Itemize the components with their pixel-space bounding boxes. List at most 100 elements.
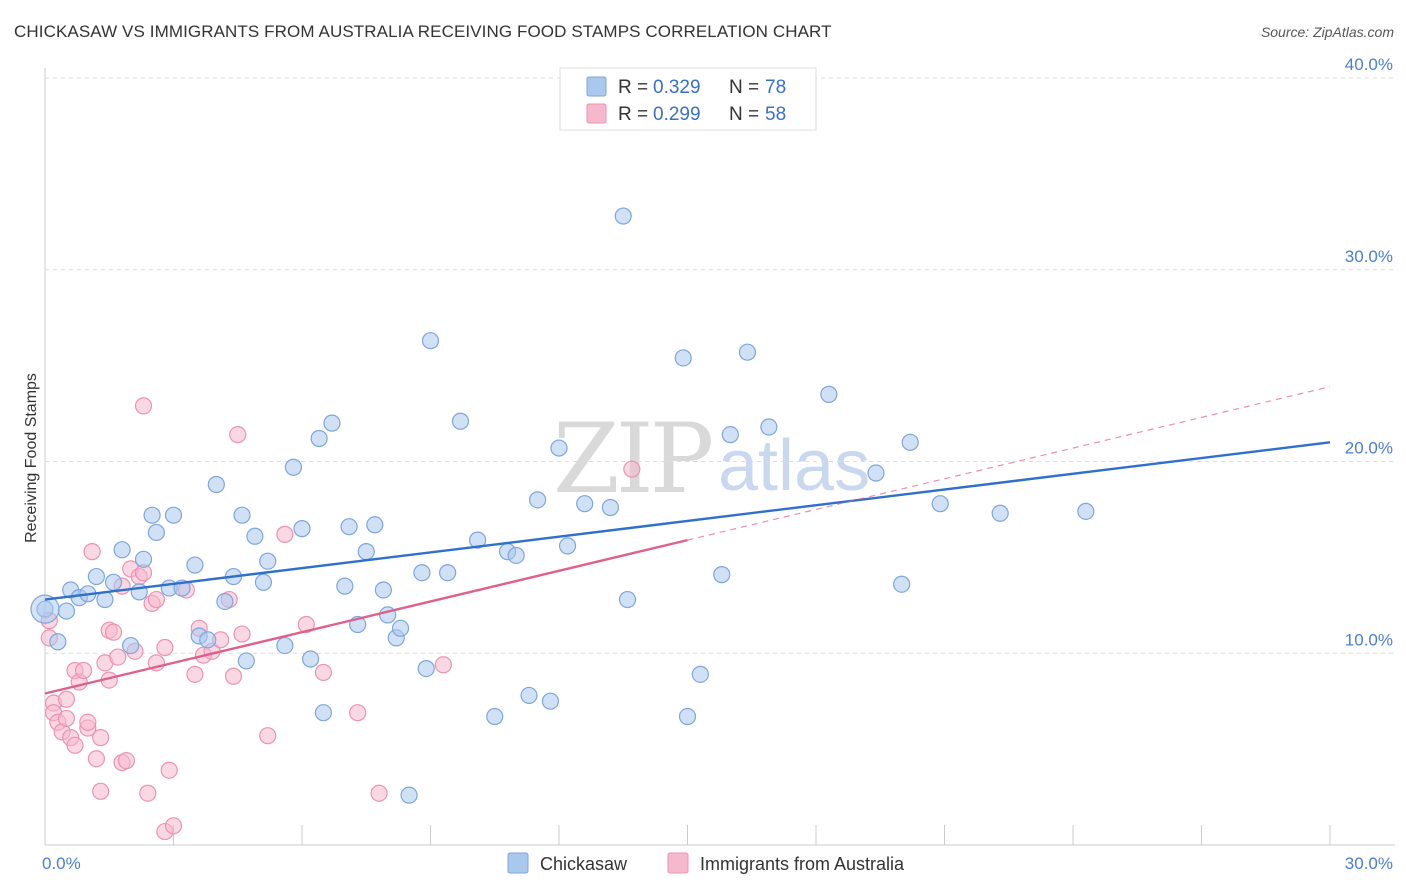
point-chickasaw xyxy=(284,458,303,476)
y-axis-label: Receiving Food Stamps xyxy=(23,373,40,543)
point-chickasaw xyxy=(143,506,161,524)
y-tick-label: 40.0% xyxy=(1345,55,1393,74)
axes-layer: 10.0% 20.0% 30.0% 40.0% 0.0% 30.0% xyxy=(42,55,1395,873)
point-chickasaw xyxy=(293,520,311,538)
point-australia xyxy=(434,656,452,674)
point-chickasaw xyxy=(254,573,273,591)
point-chickasaw xyxy=(550,439,568,457)
point-chickasaw xyxy=(310,429,328,448)
point-chickasaw xyxy=(417,659,435,678)
point-chickasaw xyxy=(391,619,410,637)
legend-swatch-australia xyxy=(586,103,607,124)
point-chickasaw xyxy=(469,531,487,549)
point-chickasaw xyxy=(400,786,418,804)
point-australia xyxy=(233,625,251,643)
point-australia xyxy=(349,704,367,722)
legend-swatch-chickasaw xyxy=(586,76,607,97)
legend-r-value-1: 0.329 xyxy=(653,77,701,98)
point-australia xyxy=(164,817,183,835)
point-australia xyxy=(117,752,135,770)
point-chickasaw xyxy=(276,636,294,655)
point-chickasaw xyxy=(1077,502,1095,520)
point-chickasaw xyxy=(893,575,911,593)
point-chickasaw xyxy=(57,602,76,620)
point-chickasaw xyxy=(323,414,341,432)
point-chickasaw xyxy=(122,636,140,655)
point-chickasaw xyxy=(164,506,183,524)
point-chickasaw xyxy=(721,426,739,444)
source-label: Source: ZipAtlas.com xyxy=(1260,24,1394,40)
point-australia xyxy=(229,426,247,444)
point-australia xyxy=(276,525,294,543)
bottom-legend: Chickasaw Immigrants from Australia xyxy=(507,852,905,874)
point-chickasaw xyxy=(314,704,333,722)
point-chickasaw xyxy=(246,527,264,545)
point-australia xyxy=(156,638,174,657)
point-australia xyxy=(134,397,153,415)
y-tick-label: 10.0% xyxy=(1345,630,1393,649)
trend-line-australia xyxy=(44,538,688,695)
point-chickasaw xyxy=(678,707,697,726)
bottom-legend-australia: Immigrants from Australia xyxy=(700,854,905,874)
chart-title: CHICKASAW VS IMMIGRANTS FROM AUSTRALIA R… xyxy=(14,22,832,41)
point-chickasaw xyxy=(528,491,547,509)
point-australia xyxy=(186,665,204,683)
point-australia xyxy=(139,784,157,802)
point-chickasaw xyxy=(601,498,620,517)
point-chickasaw xyxy=(374,581,392,599)
point-chickasaw xyxy=(618,590,637,609)
point-australia xyxy=(83,543,101,561)
point-australia xyxy=(66,736,84,754)
point-chickasaw xyxy=(991,504,1009,522)
legend-n-label-1: N = xyxy=(729,77,759,98)
legend: R = 0.329 N = 78 R = 0.299 N = 58 xyxy=(559,67,817,131)
point-chickasaw xyxy=(113,541,131,559)
point-australia xyxy=(147,590,165,609)
point-australia xyxy=(104,623,123,641)
point-australia xyxy=(57,690,76,708)
point-australia xyxy=(623,460,641,478)
bottom-legend-swatch-chickasaw xyxy=(507,852,529,874)
point-australia xyxy=(87,750,106,768)
point-chickasaw xyxy=(340,518,358,536)
point-australia xyxy=(92,729,110,747)
point-chickasaw xyxy=(216,592,234,611)
point-chickasaw xyxy=(520,686,538,705)
point-chickasaw xyxy=(87,567,106,586)
legend-n-value-2: 58 xyxy=(765,104,786,125)
trend-line-chickasaw xyxy=(44,441,1331,601)
point-chickasaw xyxy=(541,692,560,710)
point-chickasaw xyxy=(49,633,67,651)
x-tick-label: 0.0% xyxy=(42,854,81,873)
point-australia xyxy=(259,727,277,745)
point-chickasaw xyxy=(366,516,384,534)
point-australia xyxy=(297,615,315,634)
point-chickasaw xyxy=(486,707,504,726)
x-tick-label: 30.0% xyxy=(1345,854,1393,873)
point-chickasaw xyxy=(931,495,949,513)
point-chickasaw xyxy=(760,418,778,436)
watermark-zip: ZIP xyxy=(553,403,712,515)
watermark-atlas: atlas xyxy=(718,426,870,506)
point-australia xyxy=(160,761,178,779)
bottom-legend-chickasaw: Chickasaw xyxy=(540,854,628,874)
point-chickasaw xyxy=(421,332,440,350)
point-australia xyxy=(314,663,333,682)
trend-line-australia-extension xyxy=(687,386,1331,541)
legend-n-value-1: 78 xyxy=(765,77,786,98)
point-chickasaw xyxy=(738,343,757,361)
point-chickasaw xyxy=(691,665,709,683)
legend-r-label-1: R = xyxy=(618,77,648,98)
point-chickasaw xyxy=(867,464,885,482)
point-chickasaw xyxy=(507,546,525,565)
point-chickasaw xyxy=(576,495,594,513)
point-chickasaw xyxy=(233,506,251,524)
point-chickasaw xyxy=(134,550,153,568)
point-chickasaw xyxy=(207,475,225,494)
bottom-legend-swatch-australia xyxy=(667,852,689,874)
point-chickasaw xyxy=(713,566,731,584)
point-chickasaw xyxy=(199,631,217,649)
points-layer xyxy=(30,207,1095,841)
point-chickasaw xyxy=(104,573,123,591)
